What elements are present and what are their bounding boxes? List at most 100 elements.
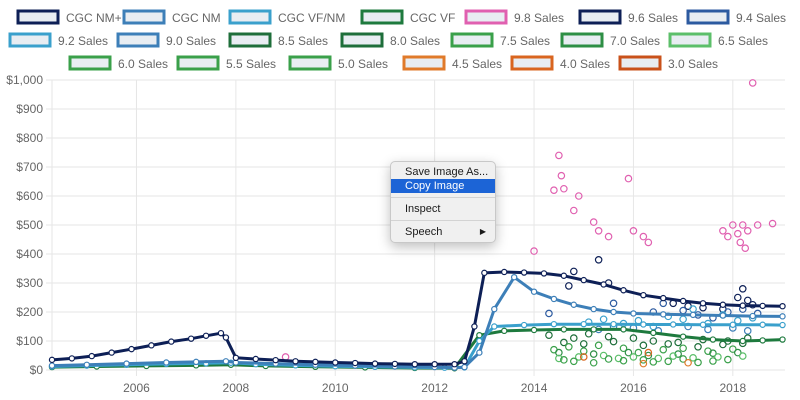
series-point-cgc-nm-[interactable] bbox=[372, 361, 377, 366]
legend-swatch[interactable] bbox=[452, 34, 492, 46]
series-point-cgc-nm[interactable] bbox=[571, 302, 576, 307]
scatter-point-9-4-sales[interactable] bbox=[680, 307, 686, 313]
scatter-point-9-8-sales[interactable] bbox=[725, 233, 731, 239]
legend-label[interactable]: 6.5 Sales bbox=[718, 34, 768, 48]
series-point-cgc-nm[interactable] bbox=[531, 289, 536, 294]
scatter-point-8-5-sales[interactable] bbox=[586, 331, 592, 337]
scatter-point-9-4-sales[interactable] bbox=[610, 300, 616, 306]
legend-swatch[interactable] bbox=[70, 57, 110, 69]
series-point-cgc-nm-[interactable] bbox=[218, 331, 223, 336]
series-point-cgc-nm[interactable] bbox=[750, 313, 755, 318]
legend-swatch[interactable] bbox=[688, 11, 728, 23]
series-point-cgc-nm[interactable] bbox=[720, 313, 725, 318]
scatter-point-9-8-sales[interactable] bbox=[742, 245, 748, 251]
series-point-cgc-nm-[interactable] bbox=[333, 360, 338, 365]
scatter-point-9-2-sales[interactable] bbox=[690, 306, 696, 312]
legend-swatch[interactable] bbox=[670, 34, 710, 46]
series-point-cgc-nm[interactable] bbox=[780, 314, 785, 319]
scatter-point-9-6-sales[interactable] bbox=[571, 268, 577, 274]
series-point-cgc-nm[interactable] bbox=[551, 296, 556, 301]
scatter-point-8-0-sales[interactable] bbox=[665, 341, 671, 347]
series-point-cgc-vf[interactable] bbox=[621, 327, 626, 332]
series-point-cgc-vf[interactable] bbox=[740, 338, 745, 343]
series-point-cgc-nm-[interactable] bbox=[253, 356, 258, 361]
legend-label[interactable]: 6.0 Sales bbox=[118, 57, 168, 71]
legend-label[interactable]: 7.5 Sales bbox=[500, 34, 550, 48]
legend-label[interactable]: 8.5 Sales bbox=[278, 34, 328, 48]
series-point-cgc-nm-[interactable] bbox=[760, 303, 765, 308]
scatter-point-9-8-sales[interactable] bbox=[605, 233, 611, 239]
scatter-point-9-8-sales[interactable] bbox=[640, 233, 646, 239]
scatter-point-5-0-sales[interactable] bbox=[695, 359, 701, 365]
series-point-cgc-nm-[interactable] bbox=[472, 324, 477, 329]
legend-label[interactable]: 7.0 Sales bbox=[610, 34, 660, 48]
series-point-cgc-vf-nm[interactable] bbox=[611, 322, 616, 327]
scatter-point-9-8-sales[interactable] bbox=[737, 239, 743, 245]
series-point-cgc-nm-[interactable] bbox=[392, 361, 397, 366]
series-point-cgc-nm-[interactable] bbox=[482, 270, 487, 275]
scatter-point-9-8-sales[interactable] bbox=[571, 207, 577, 213]
scatter-point-6-5-sales[interactable] bbox=[740, 353, 746, 359]
series-point-cgc-nm-[interactable] bbox=[452, 362, 457, 367]
scatter-point-9-8-sales[interactable] bbox=[720, 228, 726, 234]
series-point-cgc-nm-[interactable] bbox=[641, 293, 646, 298]
series-point-cgc-nm-[interactable] bbox=[313, 359, 318, 364]
legend-swatch[interactable] bbox=[290, 57, 330, 69]
legend-label[interactable]: 3.0 Sales bbox=[668, 57, 718, 71]
series-point-cgc-nm-[interactable] bbox=[740, 303, 745, 308]
series-point-cgc-nm-[interactable] bbox=[293, 359, 298, 364]
series-point-cgc-nm-[interactable] bbox=[541, 271, 546, 276]
legend-swatch[interactable] bbox=[178, 57, 218, 69]
series-point-cgc-vf-nm[interactable] bbox=[581, 322, 586, 327]
series-point-cgc-nm[interactable] bbox=[477, 350, 482, 355]
series-point-cgc-vf-nm[interactable] bbox=[760, 322, 765, 327]
series-point-cgc-vf[interactable] bbox=[780, 337, 785, 342]
series-point-cgc-vf-nm[interactable] bbox=[522, 322, 527, 327]
scatter-point-8-0-sales[interactable] bbox=[581, 341, 587, 347]
series-point-cgc-nm-[interactable] bbox=[203, 333, 208, 338]
series-point-cgc-nm[interactable] bbox=[462, 365, 467, 370]
scatter-point-9-8-sales[interactable] bbox=[749, 80, 755, 86]
scatter-point-8-5-sales[interactable] bbox=[605, 333, 611, 339]
series-line-cgc-nm-[interactable] bbox=[52, 272, 783, 364]
scatter-point-4-5-sales[interactable] bbox=[685, 360, 691, 366]
series-point-cgc-vf-nm[interactable] bbox=[551, 322, 556, 327]
series-point-cgc-vf[interactable] bbox=[681, 334, 686, 339]
series-point-cgc-nm-[interactable] bbox=[502, 269, 507, 274]
series-point-cgc-nm-[interactable] bbox=[432, 362, 437, 367]
series-point-cgc-nm[interactable] bbox=[631, 311, 636, 316]
scatter-point-9-8-sales[interactable] bbox=[551, 187, 557, 193]
scatter-point-6-0-sales[interactable] bbox=[605, 356, 611, 362]
scatter-point-9-8-sales[interactable] bbox=[745, 228, 751, 234]
legend-label[interactable]: CGC VF/NM bbox=[278, 11, 345, 25]
series-point-cgc-nm-[interactable] bbox=[149, 343, 154, 348]
series-point-cgc-nm[interactable] bbox=[124, 361, 129, 366]
scatter-point-5-0-sales[interactable] bbox=[590, 360, 596, 366]
legend-swatch[interactable] bbox=[404, 57, 444, 69]
series-point-cgc-nm[interactable] bbox=[611, 309, 616, 314]
series-point-cgc-nm-[interactable] bbox=[353, 360, 358, 365]
scatter-point-8-5-sales[interactable] bbox=[571, 335, 577, 341]
scatter-point-7-5-sales[interactable] bbox=[595, 342, 601, 348]
series-point-cgc-nm-[interactable] bbox=[69, 356, 74, 361]
series-point-cgc-nm[interactable] bbox=[492, 307, 497, 312]
series-point-cgc-nm[interactable] bbox=[661, 312, 666, 317]
series-point-cgc-nm[interactable] bbox=[84, 362, 89, 367]
legend-swatch[interactable] bbox=[362, 11, 402, 23]
legend-label[interactable]: 5.5 Sales bbox=[226, 57, 276, 71]
series-point-cgc-vf-nm[interactable] bbox=[641, 322, 646, 327]
scatter-point-9-2-sales[interactable] bbox=[600, 316, 606, 322]
series-point-cgc-nm-[interactable] bbox=[169, 339, 174, 344]
legend-swatch[interactable] bbox=[342, 34, 382, 46]
series-point-cgc-vf-nm[interactable] bbox=[492, 324, 497, 329]
legend-swatch[interactable] bbox=[124, 11, 164, 23]
series-point-cgc-nm-[interactable] bbox=[412, 362, 417, 367]
scatter-point-9-6-sales[interactable] bbox=[740, 286, 746, 292]
series-point-cgc-nm-[interactable] bbox=[109, 350, 114, 355]
series-point-cgc-vf[interactable] bbox=[477, 333, 482, 338]
legend-label[interactable]: 4.0 Sales bbox=[560, 57, 610, 71]
scatter-point-9-4-sales[interactable] bbox=[546, 310, 552, 316]
menu-item-inspect[interactable]: Inspect bbox=[391, 202, 495, 216]
scatter-point-8-0-sales[interactable] bbox=[720, 341, 726, 347]
scatter-point-7-5-sales[interactable] bbox=[660, 347, 666, 353]
